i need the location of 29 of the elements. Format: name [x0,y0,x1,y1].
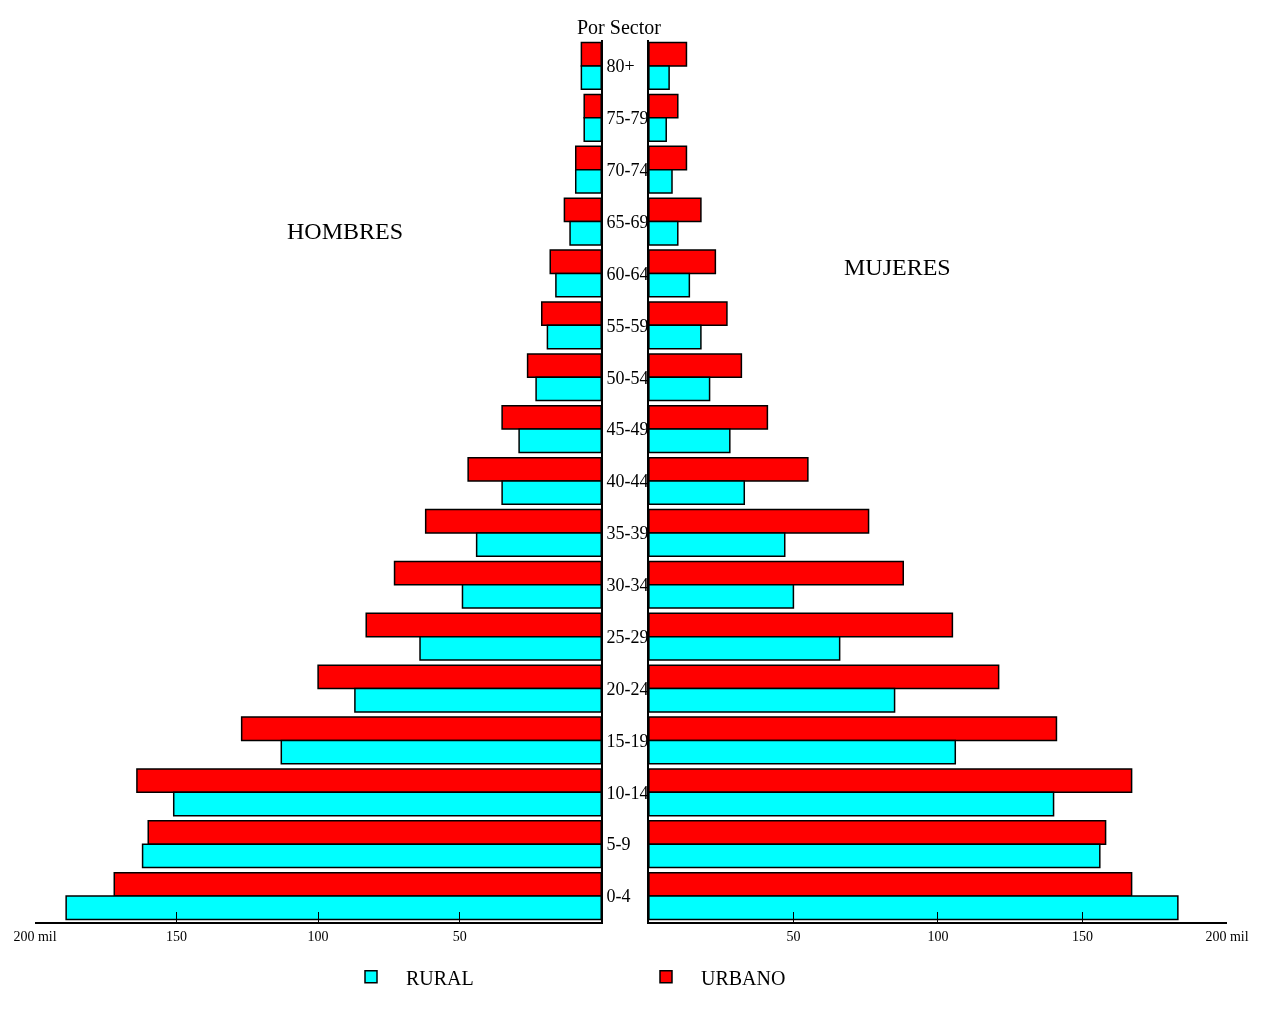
annotation: MUJERES [844,254,951,280]
y-tick-label: 65-69 [606,211,649,232]
annotation: HOMBRES [287,218,404,244]
y-tick-label: 70-74 [606,160,649,181]
y-tick-label: 45-49 [606,419,649,440]
x-tick-label: 50 [786,928,801,944]
x-tick-label: 150 [166,928,188,944]
legend-label: URBANO [701,966,786,989]
y-tick-label: 5-9 [606,834,631,855]
y-tick-label: 30-34 [606,575,649,596]
x-tick-label: 100 [307,928,329,944]
y-tick-label: 40-44 [606,471,649,492]
x-tick-label: 100 [927,928,949,944]
x-tick-label: 50 [452,928,467,944]
x-tick-label: 150 [1071,928,1093,944]
y-tick-label: 25-29 [606,626,649,647]
y-tick-label: 60-64 [606,263,649,284]
x-tick-label: 200 mil [1205,928,1249,944]
y-tick-label: 0-4 [606,886,631,907]
y-tick-label: 20-24 [606,678,649,699]
y-tick-label: 10-14 [606,782,649,803]
y-tick-label: 55-59 [606,315,649,336]
y-tick-label: 75-79 [606,108,649,129]
chart-title: Por Sector [577,16,662,38]
y-tick-label: 50-54 [606,367,649,388]
y-tick-label: 35-39 [606,523,649,544]
x-tick-label: 200 mil [13,928,57,944]
legend-label: RURAL [406,966,474,989]
y-tick-label: 80+ [606,56,635,77]
